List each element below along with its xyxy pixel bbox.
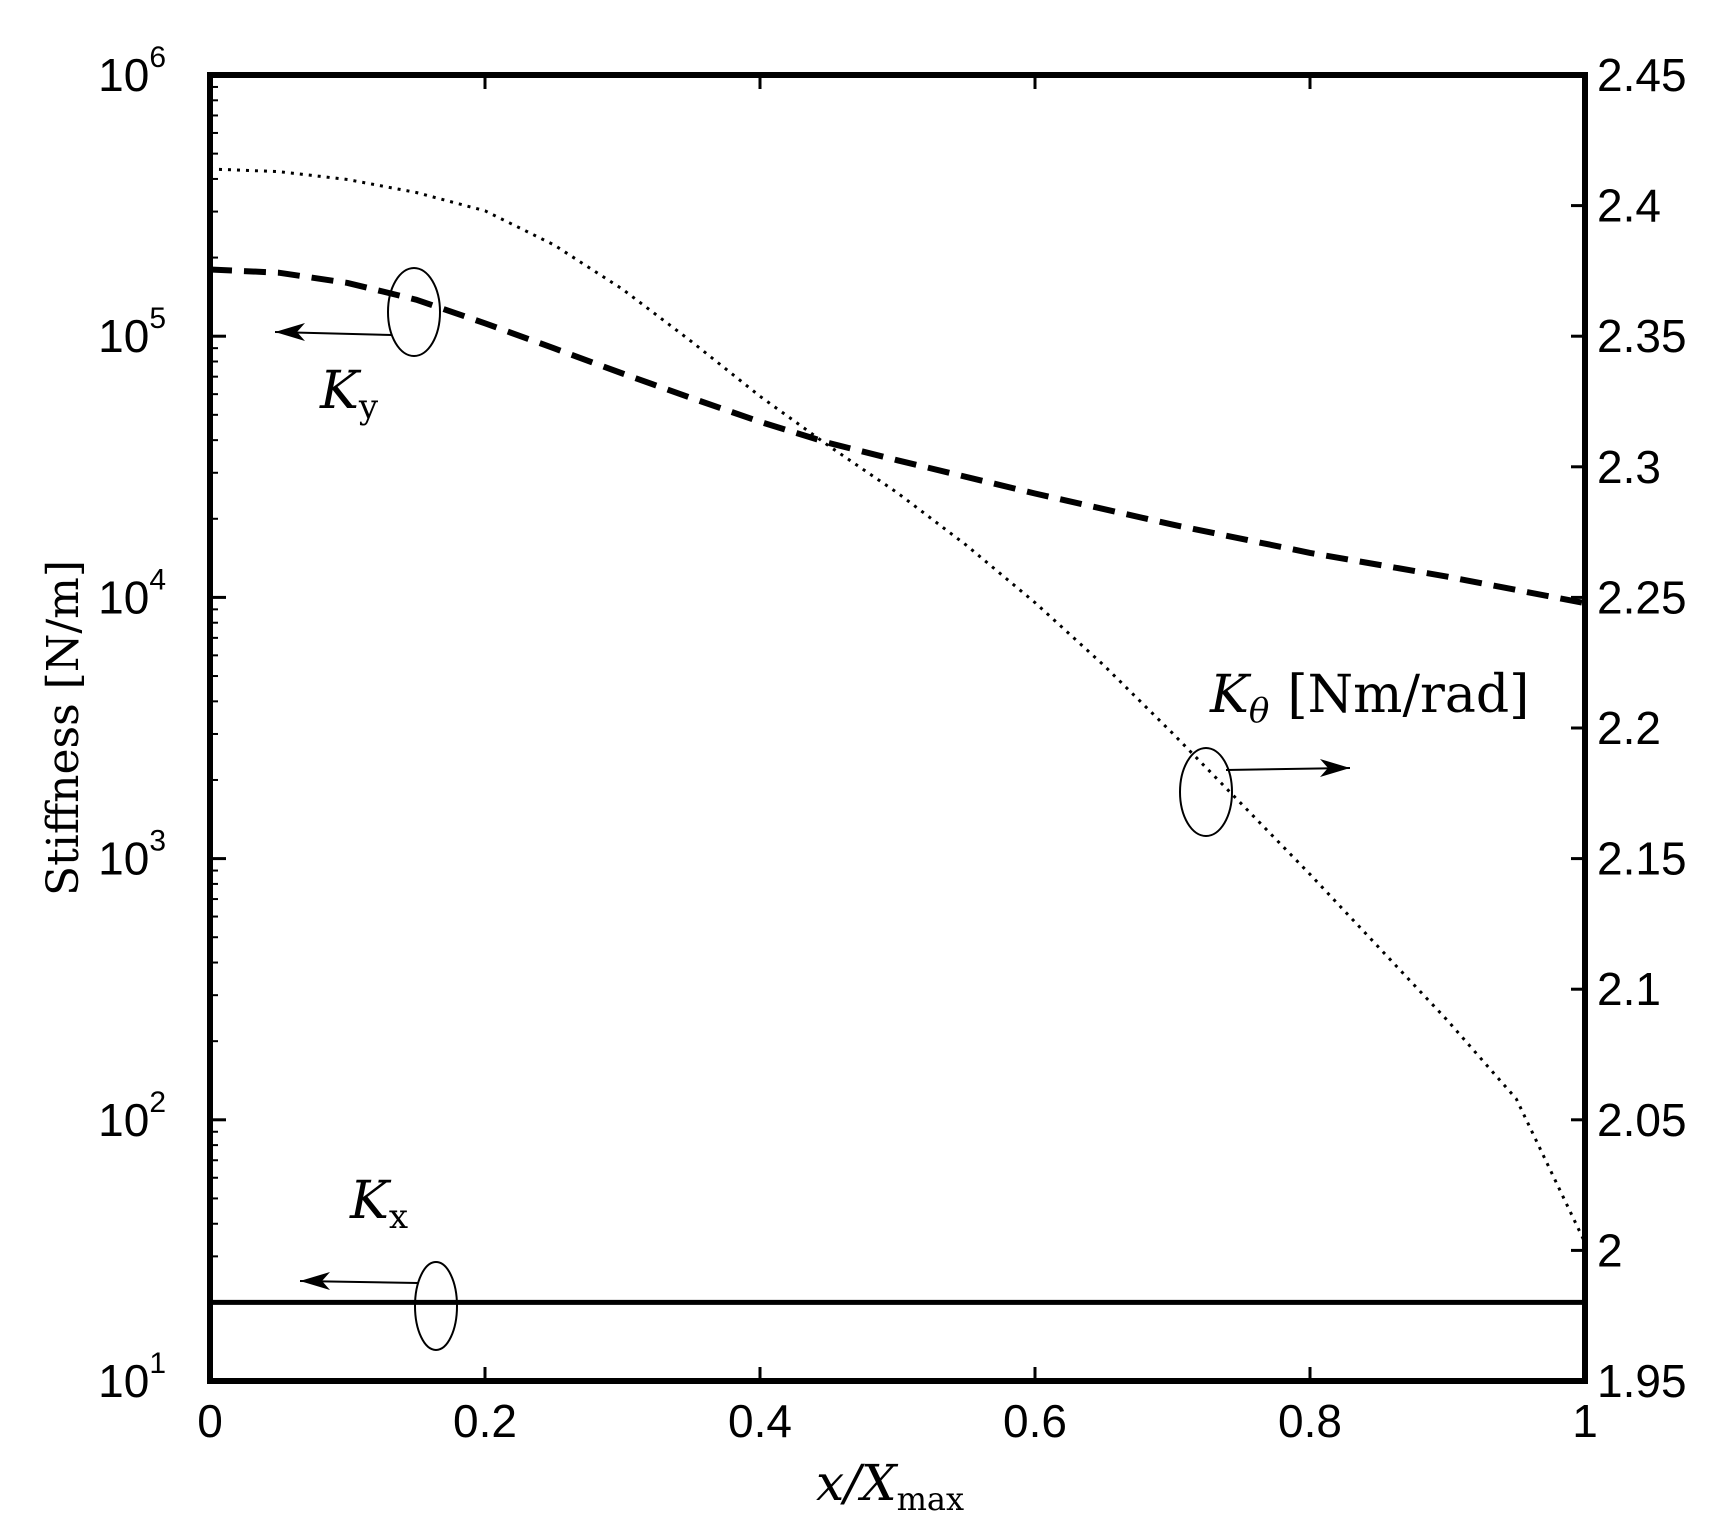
annotation-ktheta: Kθ [Nm/rad] xyxy=(1209,665,1529,731)
annotation-kx-sub: x xyxy=(389,1197,408,1237)
annotation-layer xyxy=(274,267,1351,1351)
annotation-ktheta-sub: θ xyxy=(1249,691,1269,731)
x-tick-label: 1 xyxy=(1572,1395,1598,1447)
annotation-ktheta-label: K xyxy=(1209,665,1252,725)
ktheta-arrow-head xyxy=(1320,759,1350,777)
y2-tick-label: 2.2 xyxy=(1597,702,1661,754)
y-tick-label: 102 xyxy=(98,1086,166,1146)
y-tick-label-exp: 2 xyxy=(149,1086,166,1119)
y2-tick-label: 2.05 xyxy=(1597,1094,1687,1146)
annotation-ky-label: K xyxy=(319,361,362,421)
x-tick-label: 0.2 xyxy=(453,1395,517,1447)
y-tick-label-base: 10 xyxy=(98,571,149,623)
y-tick-label-base: 10 xyxy=(98,310,149,362)
y-tick-label-exp: 3 xyxy=(149,825,166,858)
y2-tick-label: 1.95 xyxy=(1597,1355,1687,1407)
x-axis-label-base: x/X xyxy=(816,1454,899,1512)
y2-tick-label: 2.1 xyxy=(1597,963,1661,1015)
y2-tick-label: 2.4 xyxy=(1597,180,1661,232)
y-tick-label-exp: 4 xyxy=(149,563,166,596)
y2-tick-label: 2.45 xyxy=(1597,49,1687,101)
y-axis-label: Stiffness [N/m] xyxy=(38,560,89,896)
y-tick-label: 106 xyxy=(98,41,166,101)
x-tick-label: 0.4 xyxy=(728,1395,792,1447)
ky-marker-ellipse xyxy=(387,267,441,357)
annotation-ky: Ky xyxy=(319,361,379,427)
kx-marker-ellipse xyxy=(414,1261,458,1351)
series-layer xyxy=(209,167,1587,1305)
x-axis-label-sub: max xyxy=(897,1480,964,1518)
y-tick-label-base: 10 xyxy=(98,49,149,101)
y2-tick-label: 2.15 xyxy=(1597,833,1687,885)
annotation-ktheta-unit: [Nm/rad] xyxy=(1287,665,1529,725)
y-tick-label: 103 xyxy=(98,825,166,885)
tick-marks xyxy=(208,73,1587,1383)
annotation-kx: Kx xyxy=(349,1171,408,1237)
x-axis-label: x/Xmax xyxy=(816,1454,964,1518)
y2-tick-label: 2.35 xyxy=(1597,310,1687,362)
ktheta-marker-ellipse xyxy=(1179,747,1233,837)
y2-tick-label: 2 xyxy=(1597,1224,1623,1276)
y-tick-label-base: 10 xyxy=(98,1355,149,1407)
y-tick-label-base: 10 xyxy=(98,833,149,885)
y2-tick-label: 2.25 xyxy=(1597,571,1687,623)
series-line-ky xyxy=(209,266,1586,607)
tick-labels: 0 0.2 0.4 0.6 0.8 11011021031041051061.9522.0… xyxy=(98,41,1686,1447)
x-tick-label: 0.8 xyxy=(1278,1395,1342,1447)
y-tick-label: 104 xyxy=(98,563,166,623)
x-tick-label: 0.6 xyxy=(1003,1395,1067,1447)
ky-arrow-head xyxy=(275,323,305,341)
y2-tick-label: 2.3 xyxy=(1597,441,1661,493)
kx-arrow-head xyxy=(300,1272,330,1290)
y-tick-label-exp: 1 xyxy=(149,1347,166,1380)
y-tick-label: 101 xyxy=(98,1347,166,1407)
y-tick-label-exp: 6 xyxy=(149,41,166,74)
x-tick-label: 0 xyxy=(197,1395,223,1447)
annotation-kx-label: K xyxy=(349,1171,392,1231)
y-tick-label-exp: 5 xyxy=(149,302,166,335)
annotation-ky-sub: y xyxy=(358,387,379,427)
y-tick-label-base: 10 xyxy=(98,1094,149,1146)
y-tick-label: 105 xyxy=(98,302,166,362)
